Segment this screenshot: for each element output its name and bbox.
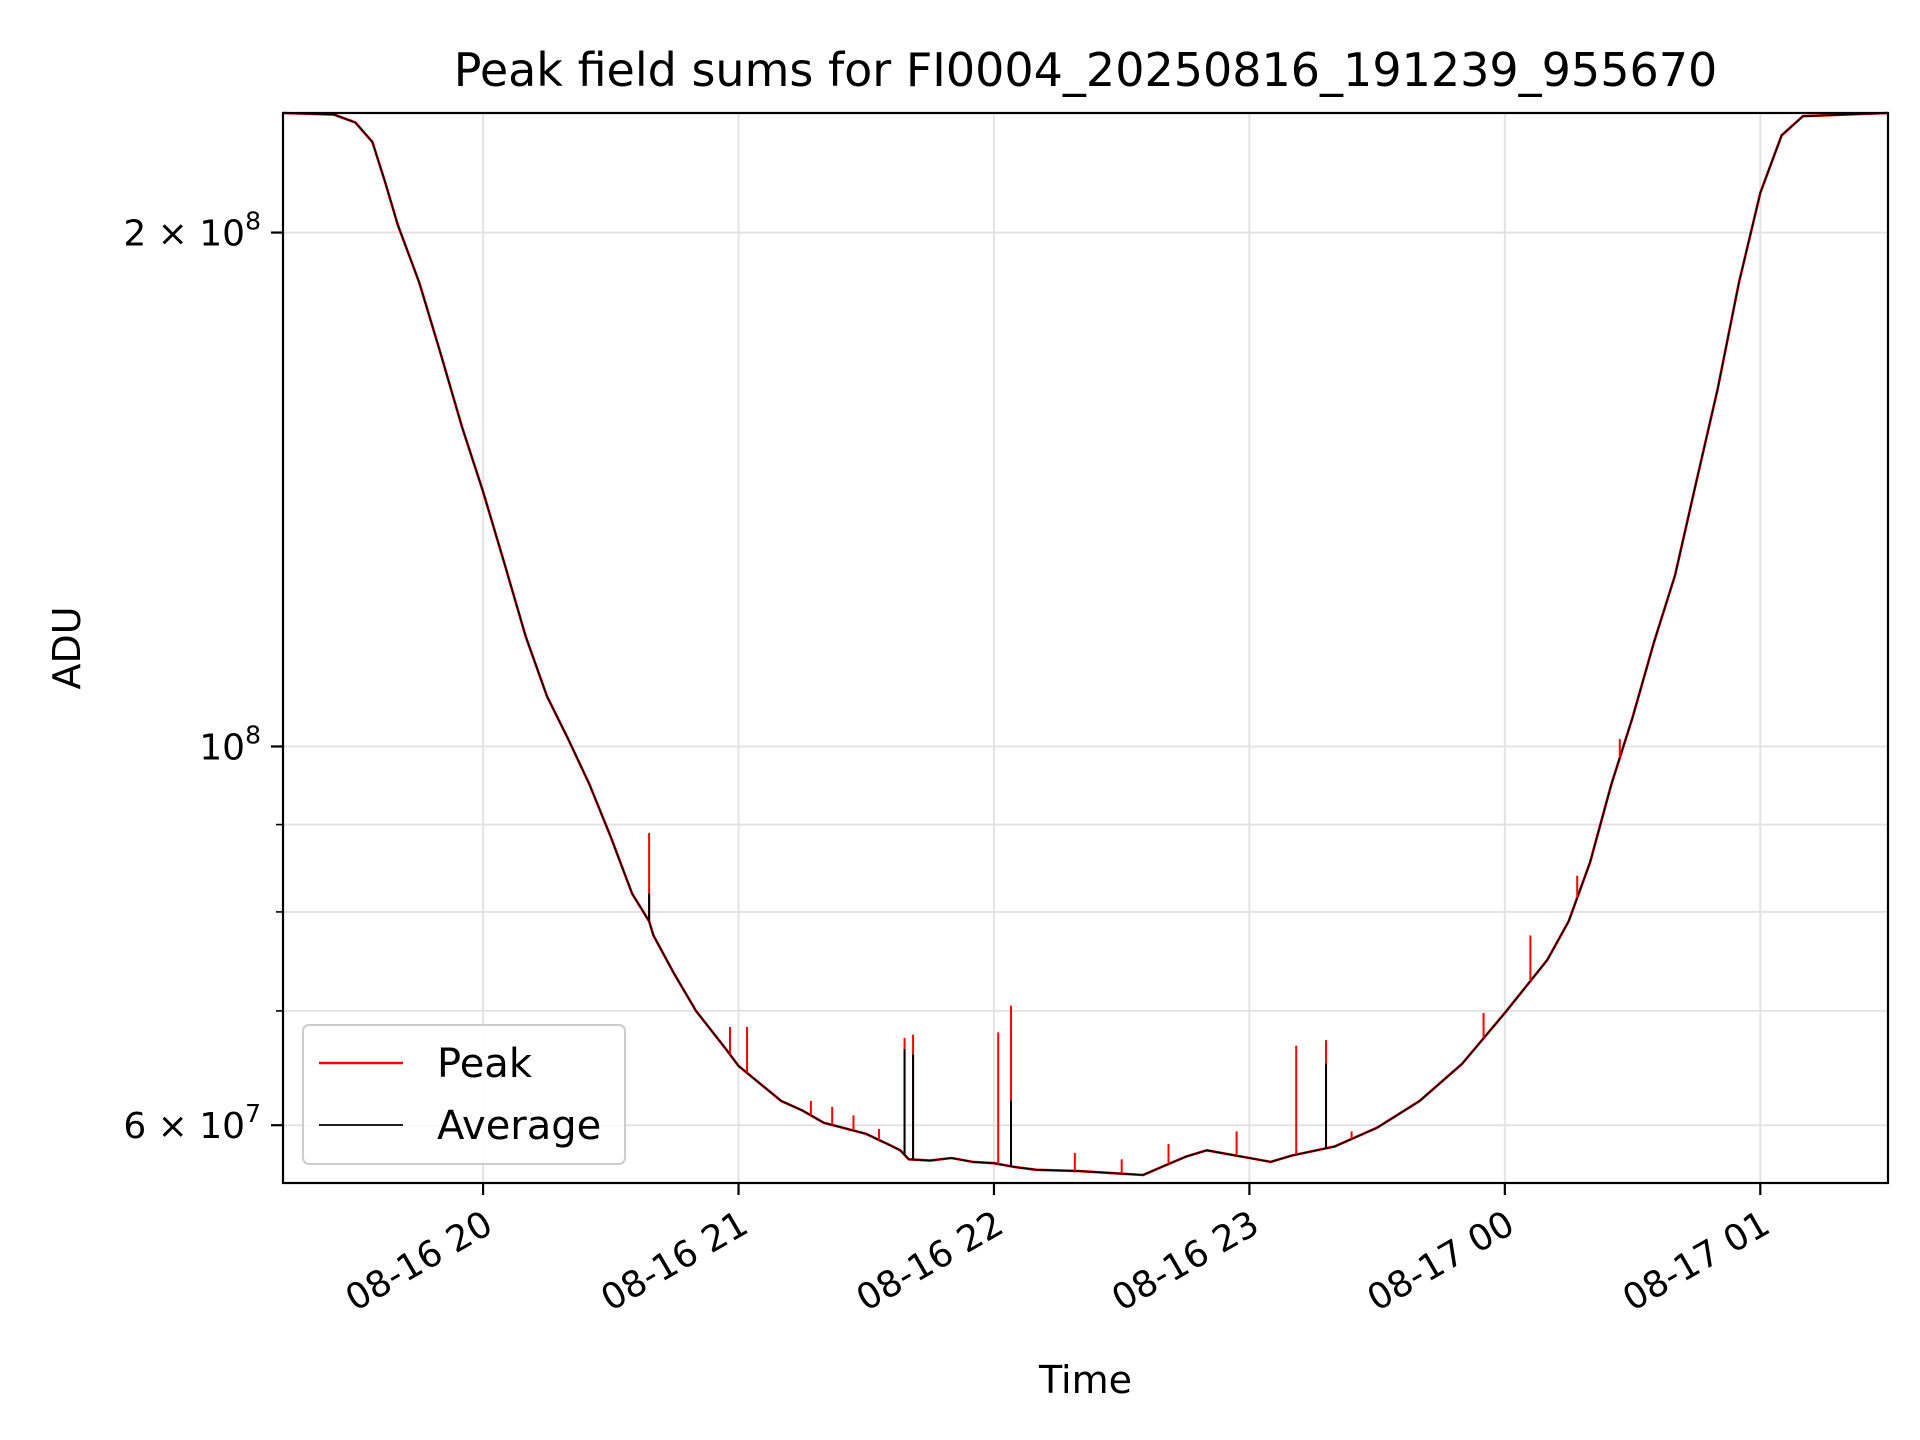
y-tick-times: ×	[146, 1106, 199, 1147]
y-tick-label: 108	[199, 720, 261, 768]
plot-frame	[281, 111, 1890, 1185]
legend-label-average: Average	[437, 1103, 601, 1149]
y-tick-base: 10	[199, 214, 245, 255]
y-tick-label: 6 × 107	[123, 1099, 261, 1147]
x-tick-label: 08-16 20	[339, 1203, 500, 1319]
series-line-average	[282, 112, 1889, 1176]
legend: Peak Average	[302, 1024, 626, 1165]
x-tick-label: 08-17 00	[1361, 1203, 1522, 1319]
y-axis-label: ADU	[45, 606, 89, 689]
y-tick-base: 10	[199, 1106, 245, 1147]
x-tick-label: 08-16 23	[1105, 1203, 1266, 1319]
x-axis-label: Time	[1038, 1358, 1132, 1402]
y-tick-mantissa: 6	[123, 1106, 146, 1147]
grid-layer	[283, 113, 1888, 1183]
y-tick-mantissa: 2	[123, 214, 146, 255]
y-tick-exponent: 8	[245, 207, 261, 236]
legend-label-peak: Peak	[437, 1041, 533, 1087]
y-tick-label: 2 × 108	[123, 207, 261, 255]
legend-box	[302, 1024, 626, 1165]
x-tick-label: 08-16 22	[850, 1203, 1011, 1319]
y-tick-base: 10	[199, 727, 245, 768]
series-layer	[282, 111, 1889, 1177]
y-tick-exponent: 8	[245, 720, 261, 749]
chart-title: Peak field sums for FI0004_20250816_1912…	[454, 43, 1718, 97]
series-line-peak	[282, 111, 1889, 1177]
x-tick-label: 08-16 21	[594, 1203, 755, 1319]
x-tick-label: 08-17 01	[1616, 1203, 1777, 1319]
y-tick-exponent: 7	[245, 1099, 261, 1128]
y-tick-times: ×	[146, 214, 199, 255]
